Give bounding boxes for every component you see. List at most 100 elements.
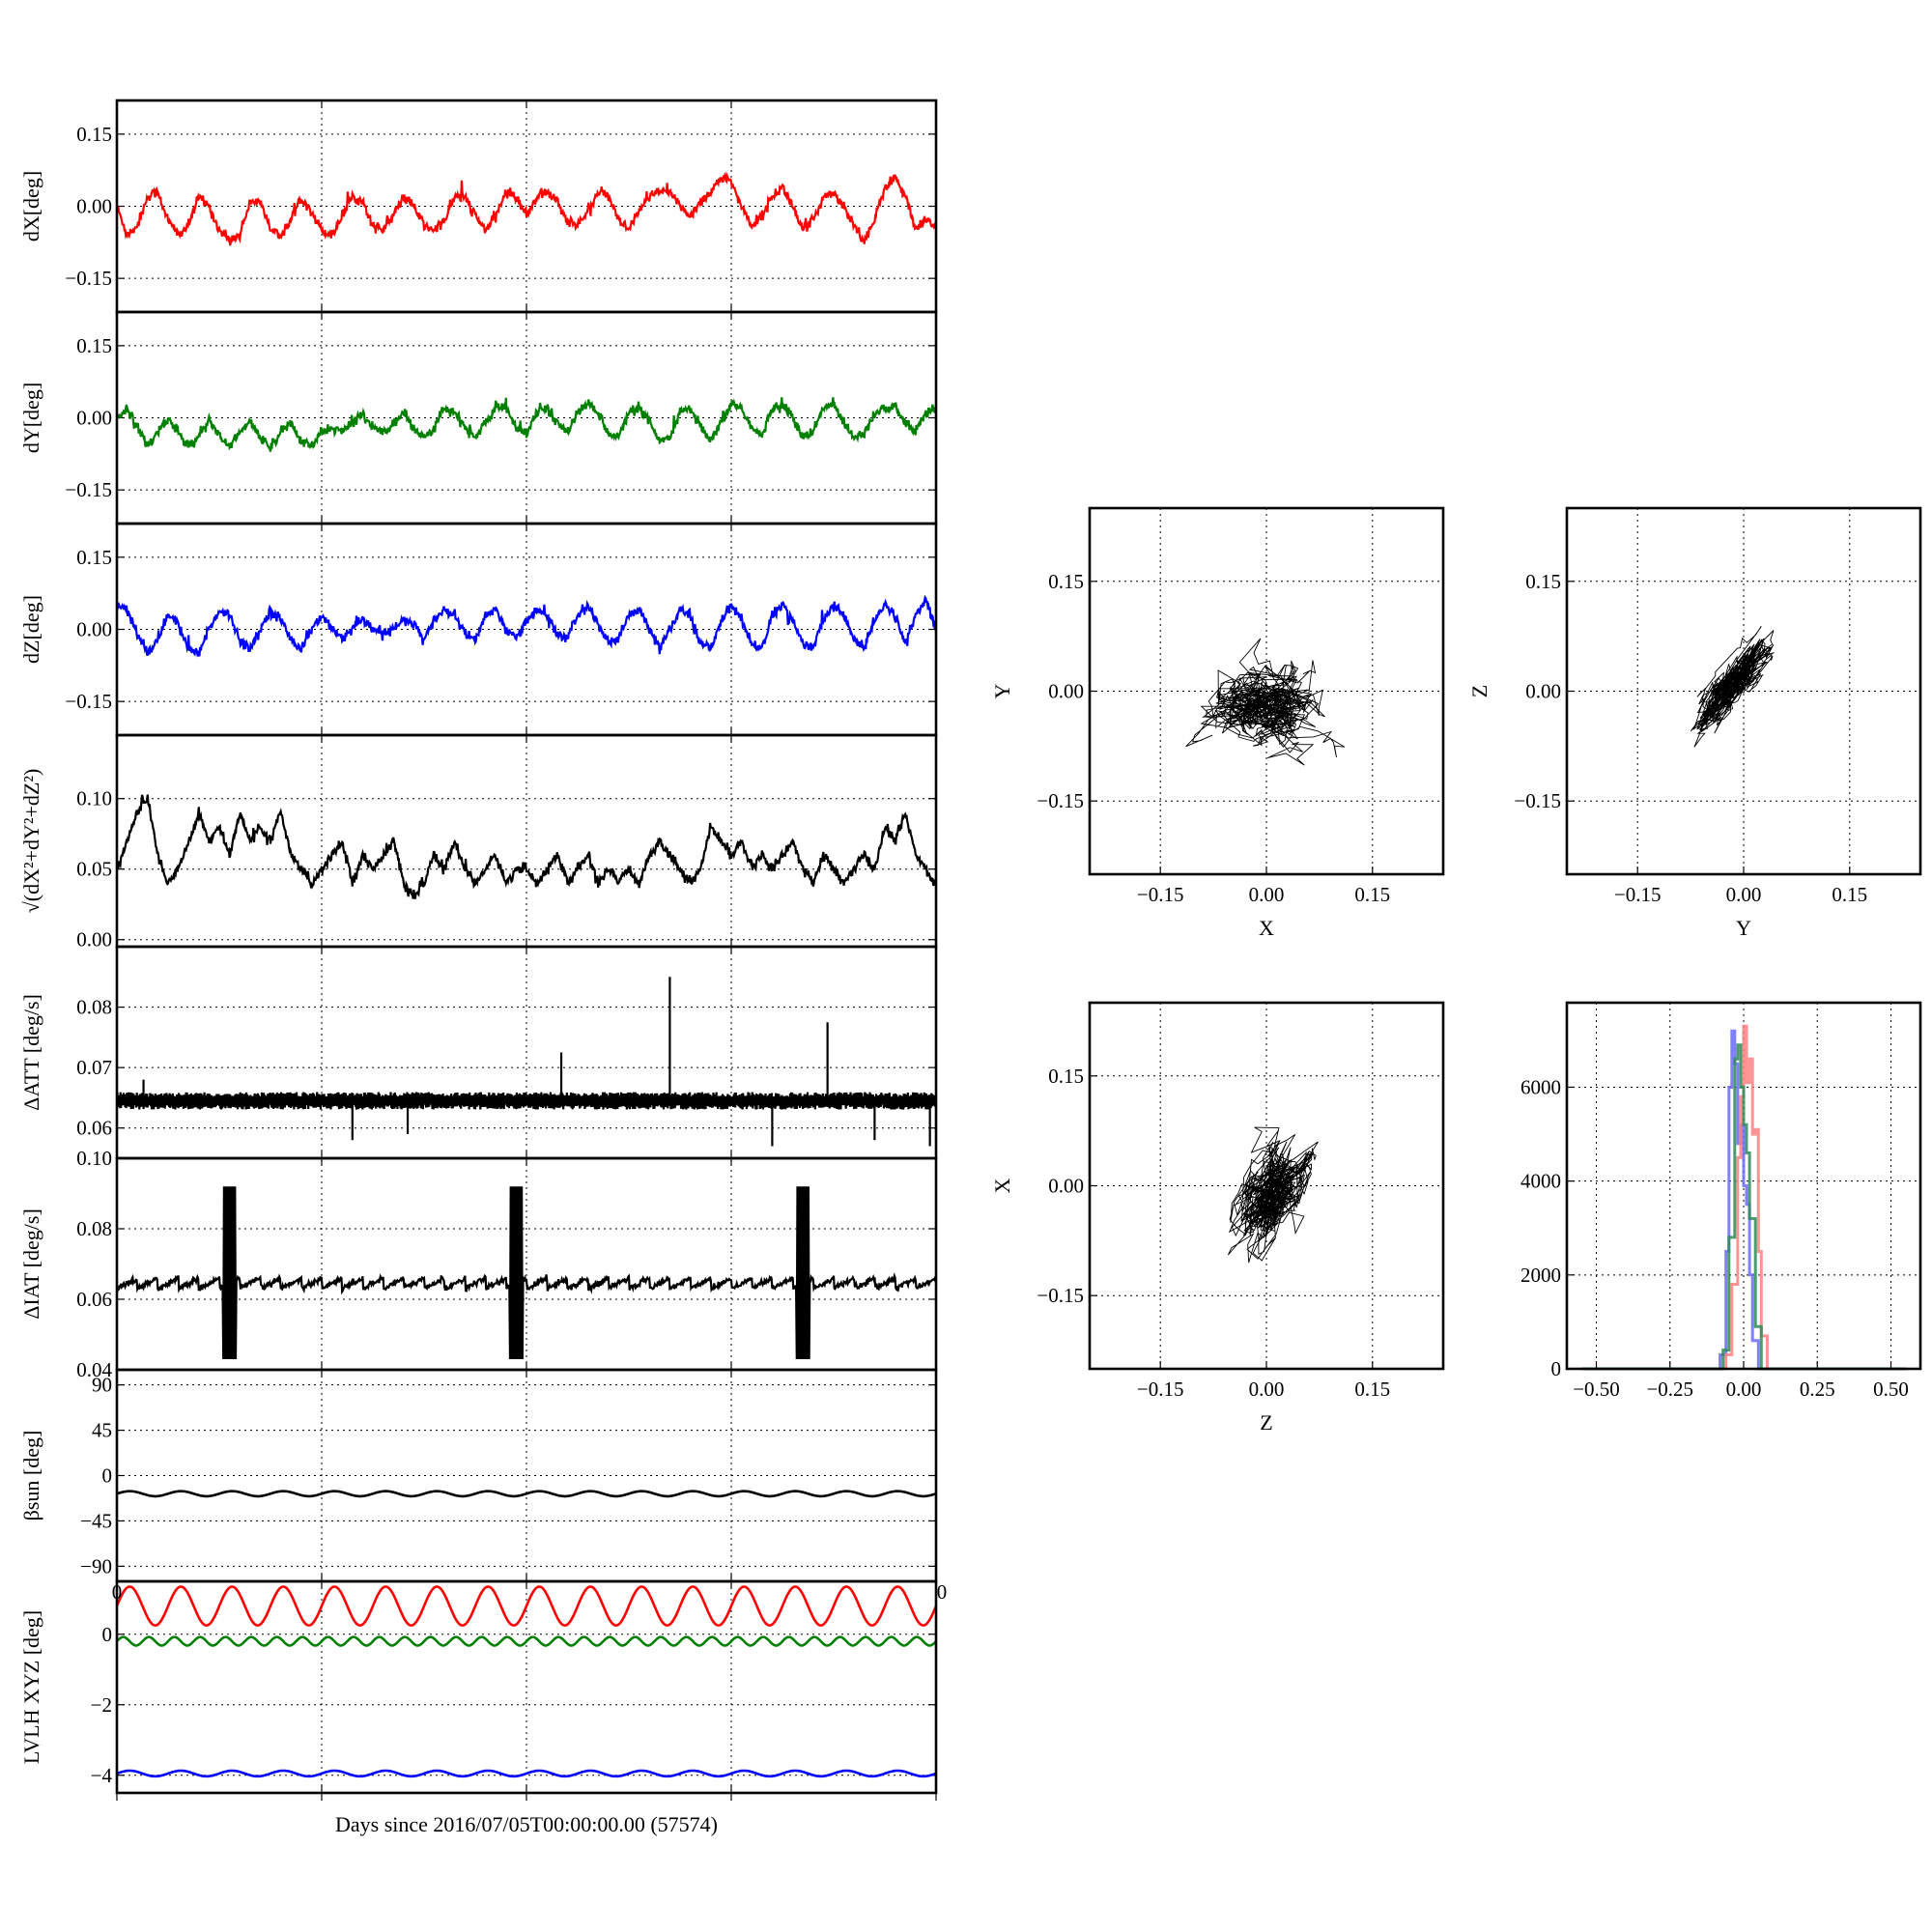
panel-norm: 0.10 0.05 0.00 √(dX²+dY²+dZ²) [19,733,938,952]
y-tick-label: 0.15 [1525,570,1561,593]
series-line-diat-0 [115,1186,938,1360]
x-axis-label: X [1259,916,1274,940]
scatter-trace [1185,638,1346,766]
y-tick-label: −0.15 [1037,1284,1084,1307]
y-tick-label: −0.15 [1037,789,1084,812]
x-tick-label: 0.00 [1726,1378,1762,1401]
x-tick-label: 0.50 [1873,1378,1909,1401]
x-tick-label: −0.50 [1573,1378,1620,1401]
y-tick-label: 0.00 [76,407,112,430]
y-tick-label: 0.06 [76,1288,112,1311]
panel-lvlh: 0 −2 −4 LVLH XYZ [deg] 0 0 [19,1579,948,1795]
panel-dY: 0.15 0.00 −0.15 dY[deg] [19,310,938,526]
y-tick-label: 0.15 [76,334,112,357]
y-tick-label: 90 [92,1374,112,1397]
series-line-beta-0 [116,1490,937,1498]
x-tick-label: 0 [937,1580,948,1604]
x-tick-label: 0.00 [1249,883,1285,906]
y-tick-label: −0.15 [65,690,112,713]
y-axis-label: dY[deg] [19,383,43,453]
y-tick-label: 0.00 [76,618,112,641]
y-axis-label: ΔATT [deg/s] [19,994,43,1111]
series-line-dY-0 [116,397,938,452]
scatter-trace [1690,625,1775,748]
y-axis-label: dX[deg] [19,171,43,242]
x-tick-label: −0.15 [1614,883,1662,906]
x-tick-label: 0.15 [1354,883,1390,906]
y-axis-label: βsun [deg] [19,1431,43,1521]
x-axis-label: Y [1736,916,1751,940]
y-tick-label: 0.07 [76,1056,112,1079]
y-tick-label: 6000 [1520,1075,1561,1098]
y-tick-label: 0.15 [1048,1065,1084,1088]
series-line-lvlh-1 [116,1635,937,1647]
y-axis-label: X [990,1178,1014,1193]
y-tick-label: 0.15 [76,546,112,569]
y-tick-label: 45 [92,1419,112,1442]
y-axis-label: √(dX²+dY²+dZ²) [19,769,43,914]
panel-frame [1088,506,1445,876]
y-tick-label: −0.15 [65,478,112,501]
series-line-datt-0 [115,1092,938,1110]
x-tick-label: 0.15 [1354,1378,1390,1401]
x-tick-label: 0.00 [1726,883,1762,906]
panel-frame [1088,1001,1445,1371]
y-tick-label: 0.00 [1048,1175,1084,1198]
panel-scatter_yz: −0.15 −0.15 0.00 0.00 0.15 0.15 Y Z [1467,506,1922,940]
y-axis-label: ΔIAT [deg/s] [19,1208,43,1320]
y-tick-label: 0.00 [1525,680,1561,703]
y-tick-label: 2000 [1520,1264,1561,1287]
y-tick-label: 0.04 [76,1358,112,1381]
panel-frame [1565,1001,1922,1371]
panel-frame [1565,506,1922,876]
y-tick-label: −45 [80,1509,112,1532]
figure-x-axis-label: Days since 2016/07/05T00:00:00.00 (57574… [335,1812,718,1836]
x-tick-label: −0.25 [1646,1378,1693,1401]
panel-histogram: −0.50 −0.25 0.00 0.25 0.50 0 2000 4000 6000 [1520,1001,1922,1401]
series-line-dX-0 [116,171,938,246]
y-tick-label: −0.15 [1514,789,1561,812]
histogram-series-0 [1581,1029,1906,1371]
x-tick-label: 0.00 [1249,1378,1285,1401]
y-axis-label: Z [1467,685,1492,697]
y-tick-label: 0 [102,1623,113,1646]
scatter-trace [1227,1126,1319,1264]
histogram-series-1 [1581,1024,1906,1371]
panel-scatter_zx: −0.15 −0.15 0.00 0.00 0.15 0.15 Z X [990,1001,1445,1435]
histogram-series-2 [1581,1043,1906,1371]
panel-datt: 0.08 0.07 0.06 ΔATT [deg/s] [19,945,938,1160]
y-tick-label: 0.15 [76,123,112,146]
y-tick-label: 0.10 [76,1147,112,1170]
panel-beta: 90 45 0 −45 −90 βsun [deg] [19,1368,938,1583]
y-tick-label: 0 [1551,1357,1562,1380]
x-tick-label: −0.15 [1137,1378,1184,1401]
x-tick-label: 0.15 [1832,883,1867,906]
y-tick-label: −90 [80,1554,112,1577]
y-axis-label: dZ[deg] [19,595,43,664]
panel-dZ: 0.15 0.00 −0.15 dZ[deg] [19,522,938,737]
x-axis-label: Z [1260,1410,1272,1435]
y-tick-label: 4000 [1520,1170,1561,1193]
y-tick-label: 0.06 [76,1117,112,1140]
panel-scatter_xy: −0.15 −0.15 0.00 0.00 0.15 0.15 X Y [990,506,1445,940]
x-tick-label: −0.15 [1137,883,1184,906]
x-tick-label: 0 [112,1580,123,1604]
y-tick-label: 0 [102,1464,113,1488]
y-tick-label: 0.15 [1048,570,1084,593]
y-tick-label: 0.08 [76,996,112,1019]
y-tick-label: −0.15 [65,267,112,290]
series-line-lvlh-0 [115,1585,938,1627]
y-tick-label: 0.10 [76,787,112,810]
y-tick-label: 0.08 [76,1217,112,1240]
panel-dX: 0.15 0.00 −0.15 dX[deg] [19,99,938,314]
y-tick-label: 0.00 [76,928,112,952]
y-tick-label: −2 [91,1693,112,1717]
series-line-norm-0 [116,794,938,899]
y-tick-label: 0.00 [1048,680,1084,703]
y-tick-label: −4 [91,1764,113,1787]
y-tick-label: 0.05 [76,858,112,881]
y-axis-label: Y [990,683,1014,698]
y-axis-label: LVLH XYZ [deg] [19,1610,43,1764]
series-line-dZ-0 [115,594,938,658]
